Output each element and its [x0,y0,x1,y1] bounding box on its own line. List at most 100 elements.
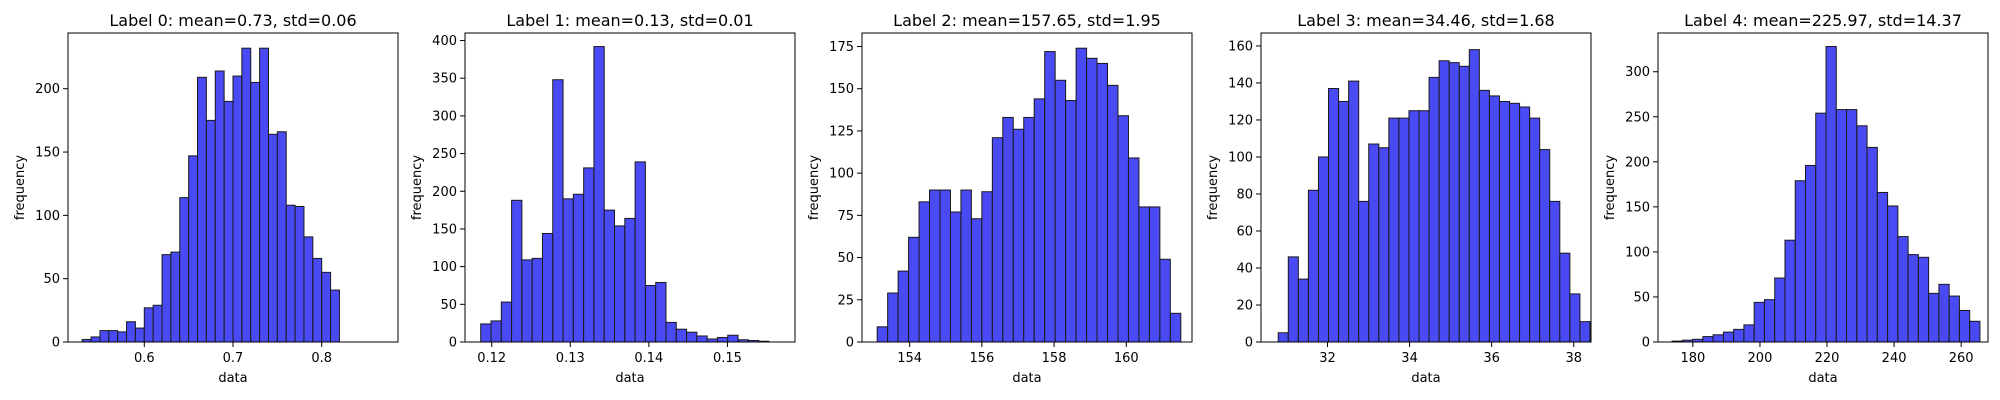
histogram-bar [1065,100,1077,343]
histogram-bar [205,119,216,343]
histogram-bar [1579,321,1591,343]
histogram-bar [1559,252,1571,343]
histogram-bar [1733,328,1745,343]
y-axis-label: frequency [807,155,822,221]
histogram-bar [1054,79,1067,343]
y-tick-label: 0 [52,336,60,351]
y-tick-label: 100 [1625,245,1650,260]
histogram-bar [152,304,163,343]
y-tick-label: 100 [35,209,60,224]
histogram-bar [1539,149,1551,343]
histogram-bar [1086,57,1098,343]
y-axis-label: frequency [1206,155,1221,221]
histogram-bar [294,205,305,343]
histogram-bar [655,281,667,343]
histogram-bar [1044,51,1056,343]
histogram-bar [1307,189,1319,343]
histogram-bar [1138,206,1150,343]
histogram-bar [1794,180,1806,343]
histogram-bar [1549,200,1561,343]
x-tick-label: 160 [1114,351,1139,366]
histogram-bar [1398,117,1410,343]
y-axis-label: frequency [1603,155,1618,221]
histogram-bar [1569,293,1581,343]
histogram-bar [603,209,616,343]
histogram-bar [541,232,554,343]
y-tick-label: 120 [1228,113,1253,128]
chart-title: Label 2: mean=157.65, std=1.95 [893,11,1161,30]
histogram-panel-4: 180 200 220 240 260 0 50 100 150 200 250 300 Label 4… [1603,11,1989,386]
y-tick-label: 100 [432,260,457,275]
histogram-bar [1509,102,1521,343]
histogram-bar [134,327,145,343]
histogram-bar [1408,110,1420,343]
axes-frame [464,32,796,343]
x-tick-label: 154 [897,351,922,366]
histogram-bar [1478,89,1490,343]
histogram-bar [593,46,605,343]
histogram-bar [644,284,657,343]
y-tick-label: 50 [1633,290,1650,305]
histogram-bar [981,191,993,343]
histogram-bar [1438,60,1450,343]
y-tick-label: 175 [829,40,854,55]
histogram-bar [1887,205,1899,343]
histogram-bar [312,257,323,343]
x-tick-label: 0.8 [311,351,332,366]
axes-frame [861,32,1193,343]
histogram-bar [1148,206,1161,343]
histogram-bar [665,321,677,343]
y-tick-label: 40 [1236,261,1253,276]
histogram-bar [330,289,340,343]
histogram-bar [572,193,585,343]
histogram-bar [511,199,523,343]
histogram-bar [1722,331,1735,343]
histogram-bar [188,155,199,343]
x-tick-label: 156 [969,351,994,366]
histogram-panel-2: 154 156 158 160 0 25 50 75 100 125 150 175 Label 2: … [807,11,1193,386]
histogram-bar [1917,256,1930,343]
y-tick-label: 0 [449,336,457,351]
x-axis-label: data [1808,371,1837,386]
x-tick-label: 240 [1882,351,1907,366]
histogram-bar [1743,324,1755,343]
histogram-bar [267,133,278,343]
histogram-bar [991,137,1004,343]
y-tick-label: 300 [1625,65,1650,80]
histogram-bar [939,189,951,343]
histogram-bar [108,330,119,343]
y-tick-label: 0 [1245,336,1253,351]
y-tick-label: 75 [837,209,854,224]
chart-title: Label 0: mean=0.73, std=0.06 [109,11,356,30]
x-tick-label: 220 [1815,351,1840,366]
x-axis-label: data [218,371,247,386]
histogram-bar [686,331,698,343]
histogram-bar [1348,80,1360,343]
histogram-bar [1907,254,1919,343]
histogram-bar [1428,76,1440,343]
x-axis-label: data [615,371,644,386]
x-axis-label: data [1411,371,1440,386]
histogram-bar [583,167,595,343]
histogram-bar [1876,191,1889,343]
y-tick-label: 200 [432,185,457,200]
histogram-bar [1033,98,1046,343]
histogram-bar [90,336,101,343]
histogram-bar [500,301,513,343]
histogram-bar [675,328,688,343]
chart-title: Label 4: mean=225.97, std=14.37 [1684,11,1962,30]
histogram-bar [241,47,252,343]
histogram-bar [897,270,910,343]
histogram-bar [303,236,314,343]
histogram-bar [960,189,972,343]
histogram-bar [99,330,110,343]
histogram-bar [250,81,261,343]
histogram-bar [321,271,332,343]
histogram-bar [908,236,920,343]
histogram-bar [1897,236,1909,343]
histogram-bar [1784,239,1796,343]
x-tick-label: 0.7 [223,351,244,366]
histogram-bar [1277,332,1289,343]
histogram-bar [1338,100,1350,343]
